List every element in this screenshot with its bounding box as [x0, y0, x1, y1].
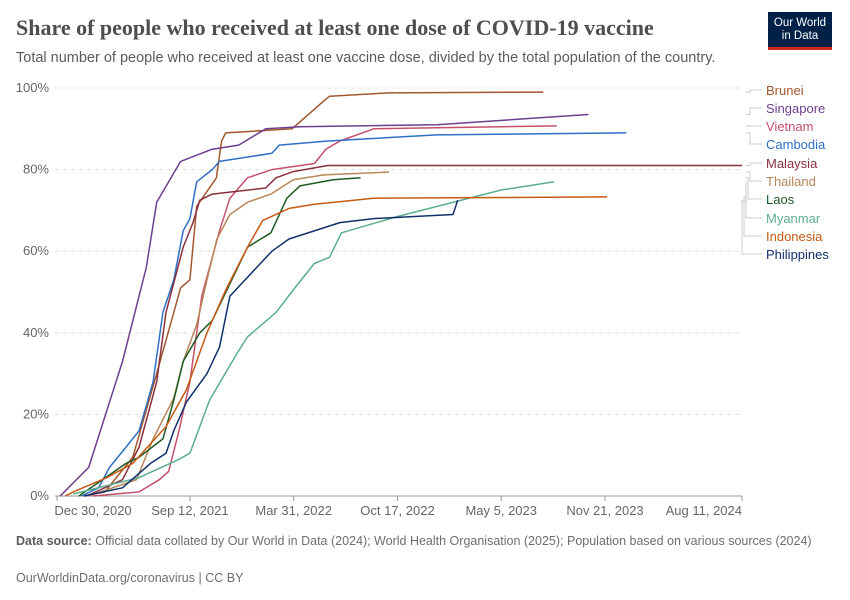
legend-connector [746, 132, 762, 145]
legend-label-indonesia: Indonesia [766, 229, 823, 244]
series-line-philippines [83, 199, 459, 497]
x-tick-label: May 5, 2023 [465, 503, 537, 518]
legend-label-brunei: Brunei [766, 83, 804, 98]
series-line-brunei [83, 91, 544, 497]
series-line-indonesia [65, 196, 608, 497]
series-line-malaysia [86, 164, 742, 497]
series-line-vietnam [93, 125, 557, 497]
owid-logo[interactable]: Our World in Data [768, 12, 832, 50]
chart-title: Share of people who received at least on… [16, 15, 654, 40]
x-tick-label: Dec 30, 2020 [54, 503, 131, 518]
legend-connector [746, 89, 762, 93]
legend-label-cambodia: Cambodia [766, 137, 826, 152]
legend-connector [746, 162, 762, 166]
source-label: Data source: [16, 534, 92, 548]
source-text: Official data collated by Our World in D… [95, 534, 812, 548]
line-chart: 0% 20% 40% 60% 80% 100% Dec 30, 2020 Sep 12, 20… [16, 80, 830, 518]
legend-connector [746, 107, 762, 115]
legend-label-vietnam: Vietnam [766, 119, 813, 134]
x-tick-label: Aug 11, 2024 [666, 503, 742, 518]
legend-label-singapore: Singapore [766, 101, 825, 116]
y-tick-label: 40% [23, 325, 49, 340]
legend-label-myanmar: Myanmar [766, 211, 821, 226]
x-tick-label: Mar 31, 2022 [255, 503, 332, 518]
x-tick-label: Nov 21, 2023 [566, 503, 643, 518]
legend-connector [745, 181, 762, 219]
legend-connector [743, 196, 762, 237]
series-line-cambodia [81, 132, 627, 497]
data-source: Data source: Official data collated by O… [16, 533, 816, 549]
y-tick-label: 100% [16, 80, 50, 95]
x-tick-label: Oct 17, 2022 [360, 503, 434, 518]
legend-label-malaysia: Malaysia [766, 156, 818, 171]
y-tick-label: 60% [23, 243, 49, 258]
legend-label-thailand: Thailand [766, 174, 816, 189]
chart-subtitle: Total number of people who received at l… [16, 50, 716, 66]
legend-connector [746, 171, 762, 182]
footer-link[interactable]: OurWorldinData.org/coronavirus | CC BY [16, 571, 244, 585]
series-line-laos [78, 177, 361, 497]
legend-label-philippines: Philippines [766, 247, 829, 262]
legend-connector [741, 199, 762, 255]
legend-label-laos: Laos [766, 192, 795, 207]
y-tick-label: 80% [23, 162, 49, 177]
y-tick-label: 0% [30, 488, 49, 503]
y-tick-label: 20% [23, 406, 49, 421]
series-line-singapore [59, 113, 589, 497]
series-line-thailand [88, 171, 390, 497]
logo-text: Our World in Data [773, 17, 827, 42]
x-tick-label: Sep 12, 2021 [151, 503, 228, 518]
legend-connector [746, 177, 762, 200]
series-line-myanmar [73, 181, 555, 495]
